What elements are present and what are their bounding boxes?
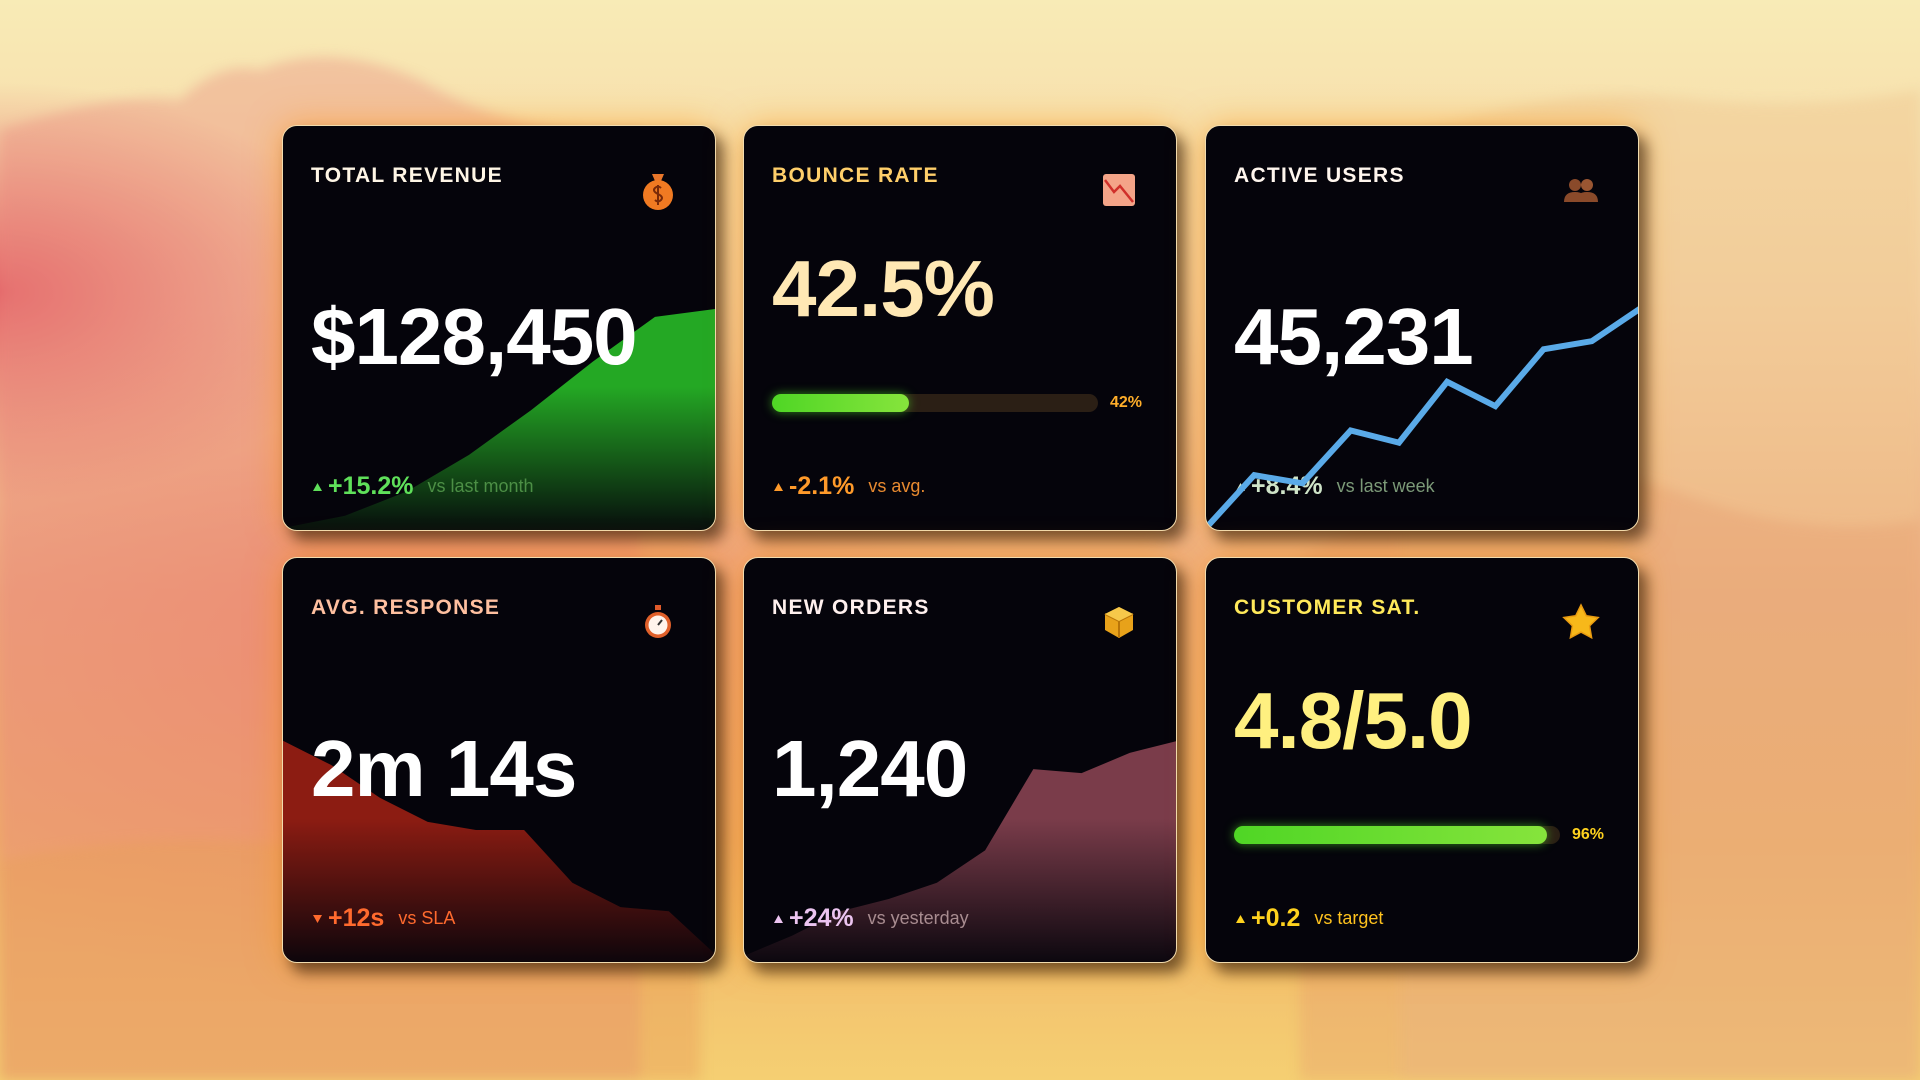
- progress-track: [772, 394, 1098, 412]
- change: +24%: [789, 904, 854, 932]
- users-icon: [1564, 179, 1598, 202]
- kpi-value: 45,231: [1234, 292, 1474, 381]
- change: +12s: [328, 904, 385, 932]
- comparison: vs avg.: [868, 476, 926, 496]
- progress-label: 42%: [1110, 394, 1143, 411]
- package-icon: [1104, 607, 1134, 638]
- card-title: AVG. RESPONSE: [311, 596, 501, 619]
- sparkline: [283, 740, 715, 962]
- change: -2.1%: [789, 472, 855, 500]
- area: [283, 308, 715, 530]
- arrow: [313, 914, 322, 923]
- sparkline: [744, 741, 1176, 962]
- card-footer: +0.2 vs target: [1236, 904, 1383, 933]
- kpi-value: 2m 14s: [311, 724, 577, 813]
- kpi-value: $128,450: [311, 292, 638, 381]
- arrow: [313, 482, 322, 491]
- sparkline: [1206, 306, 1638, 530]
- trend-arrow: [774, 482, 783, 491]
- card-footer: +24% vs yesterday: [774, 904, 969, 933]
- change: +0.2: [1251, 904, 1301, 932]
- progress-fill: [1234, 826, 1547, 844]
- comparison: vs SLA: [398, 908, 456, 928]
- card-title: ACTIVE USERS: [1234, 164, 1405, 187]
- card-footer: +12s vs SLA: [313, 904, 455, 933]
- trend-arrow: [1236, 914, 1245, 923]
- change: +15.2%: [328, 472, 414, 500]
- line: [1206, 306, 1638, 530]
- kpi-card: NEW ORDERS 1,240 +24% vs yesterday: [743, 557, 1177, 963]
- comparison: vs last week: [1336, 476, 1435, 496]
- trend-arrow: [313, 482, 322, 491]
- kpi-value: 1,240: [772, 724, 968, 813]
- kpi-card: AVG. RESPONSE 2m 14s +12s vs SLA: [282, 557, 716, 963]
- arrow: [774, 482, 783, 491]
- kpi-card: ACTIVE USERS 45,231 +8.4% vs last week: [1205, 125, 1639, 531]
- card-title: BOUNCE RATE: [772, 164, 939, 187]
- progress-fill: [772, 394, 909, 412]
- progress-track: [1234, 826, 1560, 844]
- kpi-card: TOTAL REVENUE $128,450 +15.2% vs last month: [282, 125, 716, 531]
- card-footer: -2.1% vs avg.: [774, 472, 925, 501]
- card-title: CUSTOMER SAT.: [1234, 596, 1421, 619]
- card-title: TOTAL REVENUE: [311, 164, 503, 187]
- trend-arrow: [313, 914, 322, 923]
- kpi-value: 42.5%: [772, 244, 995, 333]
- kpi-card: 42% BOUNCE RATE 42.5% -2.1% vs avg.: [743, 125, 1177, 531]
- money-bag-icon: [643, 174, 673, 210]
- trend-arrow: [774, 914, 783, 923]
- stopwatch-icon: [645, 605, 671, 638]
- arrow: [1236, 914, 1245, 923]
- sparkline: [283, 308, 715, 530]
- chart-down-icon: [1103, 174, 1135, 206]
- arrow: [774, 914, 783, 923]
- kpi-card: 96% CUSTOMER SAT. 4.8/5.0 +0.2 vs target: [1205, 557, 1639, 963]
- card-title: NEW ORDERS: [772, 596, 930, 619]
- card-footer: +15.2% vs last month: [313, 472, 534, 501]
- area: [283, 740, 715, 962]
- progress-label: 96%: [1572, 826, 1605, 843]
- comparison: vs target: [1314, 908, 1384, 928]
- area: [744, 741, 1176, 962]
- kpi-value: 4.8/5.0: [1234, 676, 1473, 765]
- comparison: vs last month: [427, 476, 534, 496]
- star-icon: [1562, 603, 1600, 640]
- comparison: vs yesterday: [867, 908, 969, 928]
